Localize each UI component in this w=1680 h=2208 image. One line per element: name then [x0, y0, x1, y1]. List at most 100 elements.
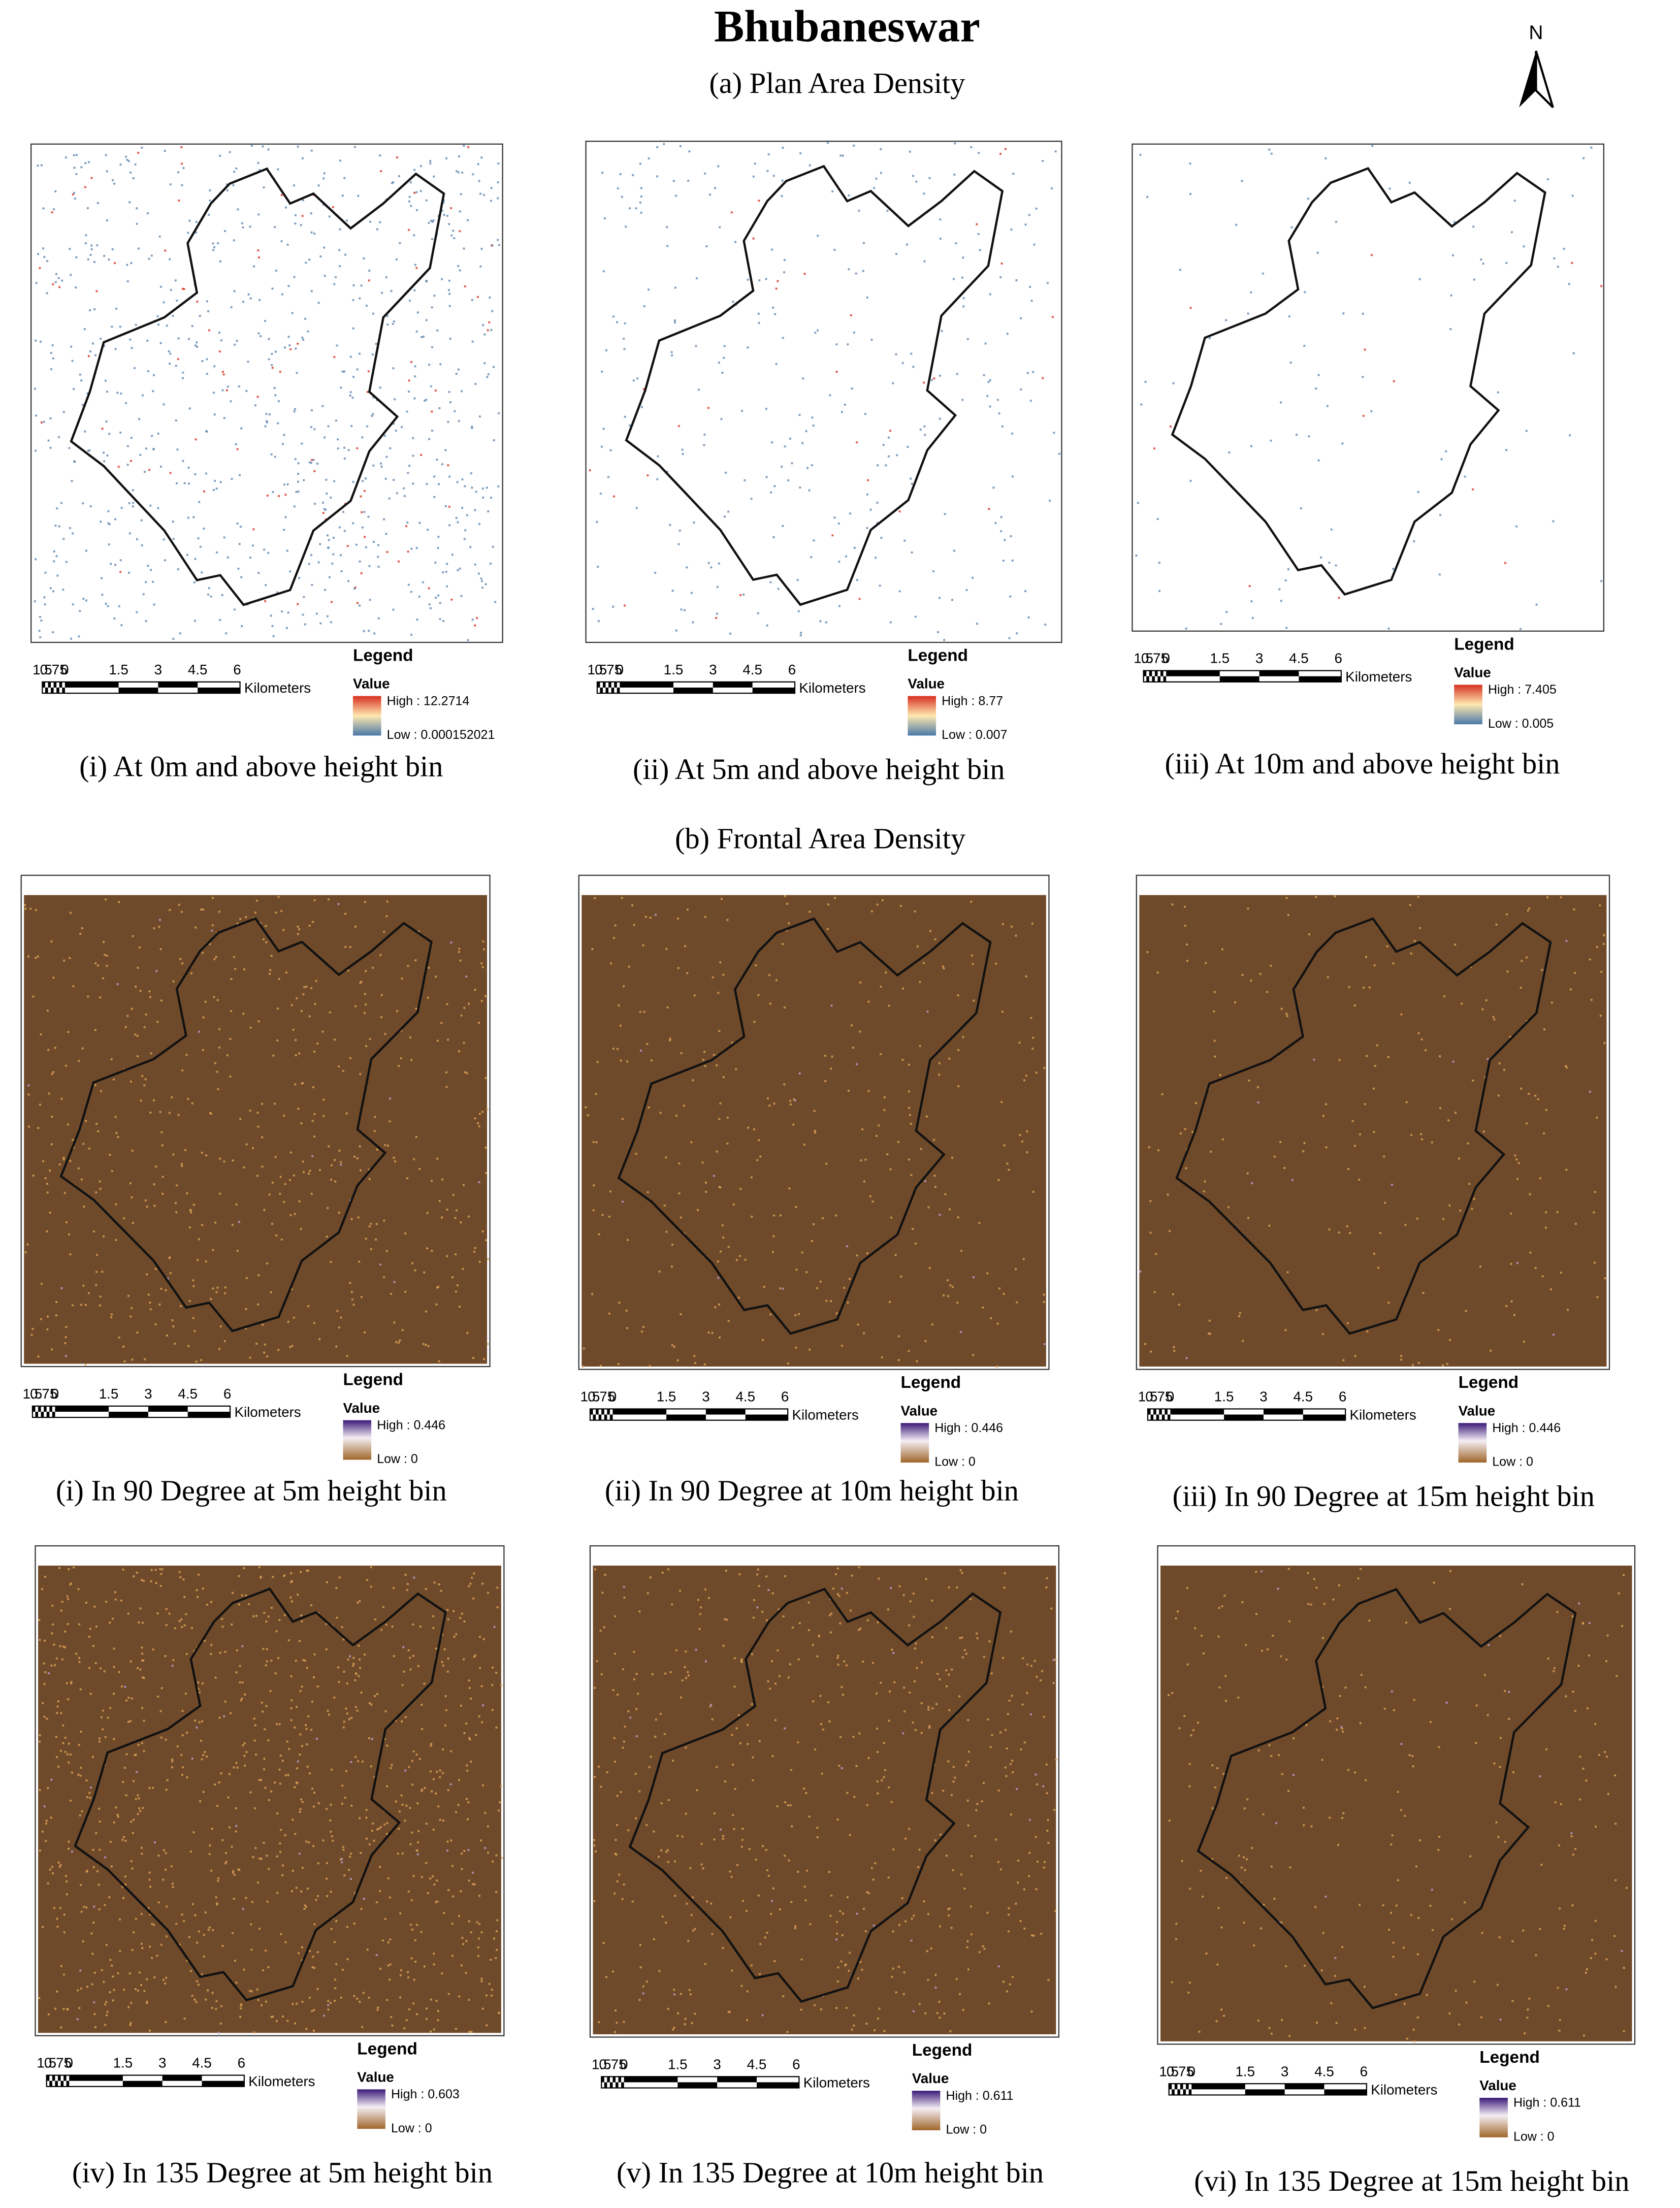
scale-label: 0.75	[595, 662, 622, 677]
map-pixel	[134, 1754, 136, 1757]
map-pixel	[368, 1178, 371, 1180]
map-pixel	[829, 394, 831, 397]
map-pixel	[1303, 1142, 1306, 1144]
map-pixel	[948, 1057, 951, 1060]
map-pixel	[813, 1110, 816, 1112]
map-pixel	[219, 481, 222, 483]
map-pixel	[365, 1809, 368, 1811]
map-pixel	[277, 1657, 280, 1660]
map-pixel	[149, 1886, 151, 1888]
map-pixel	[102, 1728, 104, 1731]
scale-block	[1161, 1414, 1165, 1420]
map-pixel	[726, 1618, 728, 1621]
map-pixel	[271, 1181, 274, 1184]
map-pixel	[489, 296, 491, 299]
map-pixel	[1510, 1212, 1512, 1215]
map-pixel	[312, 1956, 314, 1958]
map-pixel	[447, 420, 449, 423]
map-pixel	[217, 1088, 219, 1090]
map-pixel	[68, 1233, 70, 1236]
map-pixel	[916, 945, 919, 948]
map-pixel	[119, 431, 122, 434]
map-pixel	[286, 549, 288, 552]
map-pixel	[116, 983, 119, 985]
map-pixel	[898, 590, 901, 593]
map-pixel	[64, 156, 67, 159]
map-pixel	[436, 1286, 438, 1289]
map-pixel	[425, 1344, 427, 1346]
map-pixel	[492, 545, 494, 548]
map-pixel	[354, 1756, 357, 1758]
map-pixel	[928, 1725, 931, 1728]
map-pixel	[835, 1214, 837, 1217]
map-pixel	[400, 1029, 402, 1032]
map-pixel	[284, 494, 287, 496]
map-pixel	[342, 1848, 345, 1851]
map-pixel	[149, 1112, 152, 1114]
map-pixel	[310, 987, 312, 989]
map-pixel	[389, 1896, 391, 1899]
map-pixel	[435, 597, 437, 599]
map-pixel	[35, 282, 38, 284]
map-pixel	[474, 509, 476, 511]
map-pixel	[903, 1710, 906, 1713]
city-boundary	[1197, 1588, 1577, 2009]
map-pixel	[239, 918, 242, 920]
map-pixel	[919, 428, 922, 431]
map-pixel	[961, 399, 964, 401]
map-pixel	[283, 1575, 285, 1577]
map-pixel	[301, 336, 304, 339]
map-pixel	[116, 392, 119, 394]
map-pixel	[906, 243, 908, 246]
map-pixel	[72, 985, 75, 988]
map-pixel	[1216, 1767, 1218, 1769]
map-pixel	[39, 1734, 41, 1736]
map-pixel	[819, 1695, 822, 1697]
map-pixel	[1310, 1603, 1312, 1606]
map-pixel	[987, 1718, 989, 1720]
map-pixel	[1338, 1584, 1340, 1586]
map-pixel	[109, 1154, 111, 1156]
map-pixel	[789, 1804, 792, 1806]
map-pixel	[236, 1766, 239, 1769]
map-pixel	[294, 222, 297, 225]
map-pixel	[274, 1102, 276, 1105]
map-pixel	[282, 929, 285, 931]
map-pixel	[692, 1929, 694, 1932]
map-pixel	[48, 1672, 50, 1675]
map-pixel	[1171, 1692, 1174, 1694]
legend-high: High : 12.2714	[387, 694, 470, 708]
map-pixel	[441, 209, 443, 212]
map-pixel	[258, 1779, 261, 1781]
map-pixel	[93, 261, 95, 263]
map-pixel	[272, 1054, 275, 1057]
map-pixel	[629, 207, 631, 210]
map-pixel	[415, 267, 418, 269]
map-pixel	[262, 1710, 264, 1713]
map-pixel	[45, 1820, 48, 1822]
map-pixel	[88, 449, 91, 452]
map-pixel	[409, 300, 411, 302]
map-pixel	[385, 276, 387, 279]
map-pixel	[251, 544, 254, 547]
map-pixel	[232, 184, 235, 186]
legend-high: High : 0.446	[934, 1421, 1003, 1435]
map-pixel	[301, 1745, 303, 1747]
map-pixel	[1273, 1155, 1276, 1158]
map-pixel	[897, 1359, 900, 1361]
map-pixel	[224, 1292, 227, 1294]
map-pixel	[1504, 1690, 1506, 1692]
map-pixel	[826, 928, 829, 930]
map-pixel	[1454, 944, 1457, 946]
map-pixel	[1006, 333, 1009, 335]
map-pixel	[151, 1957, 153, 1959]
map-pixel	[352, 299, 354, 301]
map-pixel	[81, 1047, 84, 1050]
map-pixel	[123, 1360, 126, 1362]
map-pixel	[289, 1179, 292, 1181]
map-pixel	[317, 1802, 320, 1804]
map-pixel	[164, 1655, 167, 1658]
scale-block	[1143, 670, 1147, 676]
map-pixel	[175, 1202, 177, 1205]
map-pixel	[350, 1761, 352, 1763]
